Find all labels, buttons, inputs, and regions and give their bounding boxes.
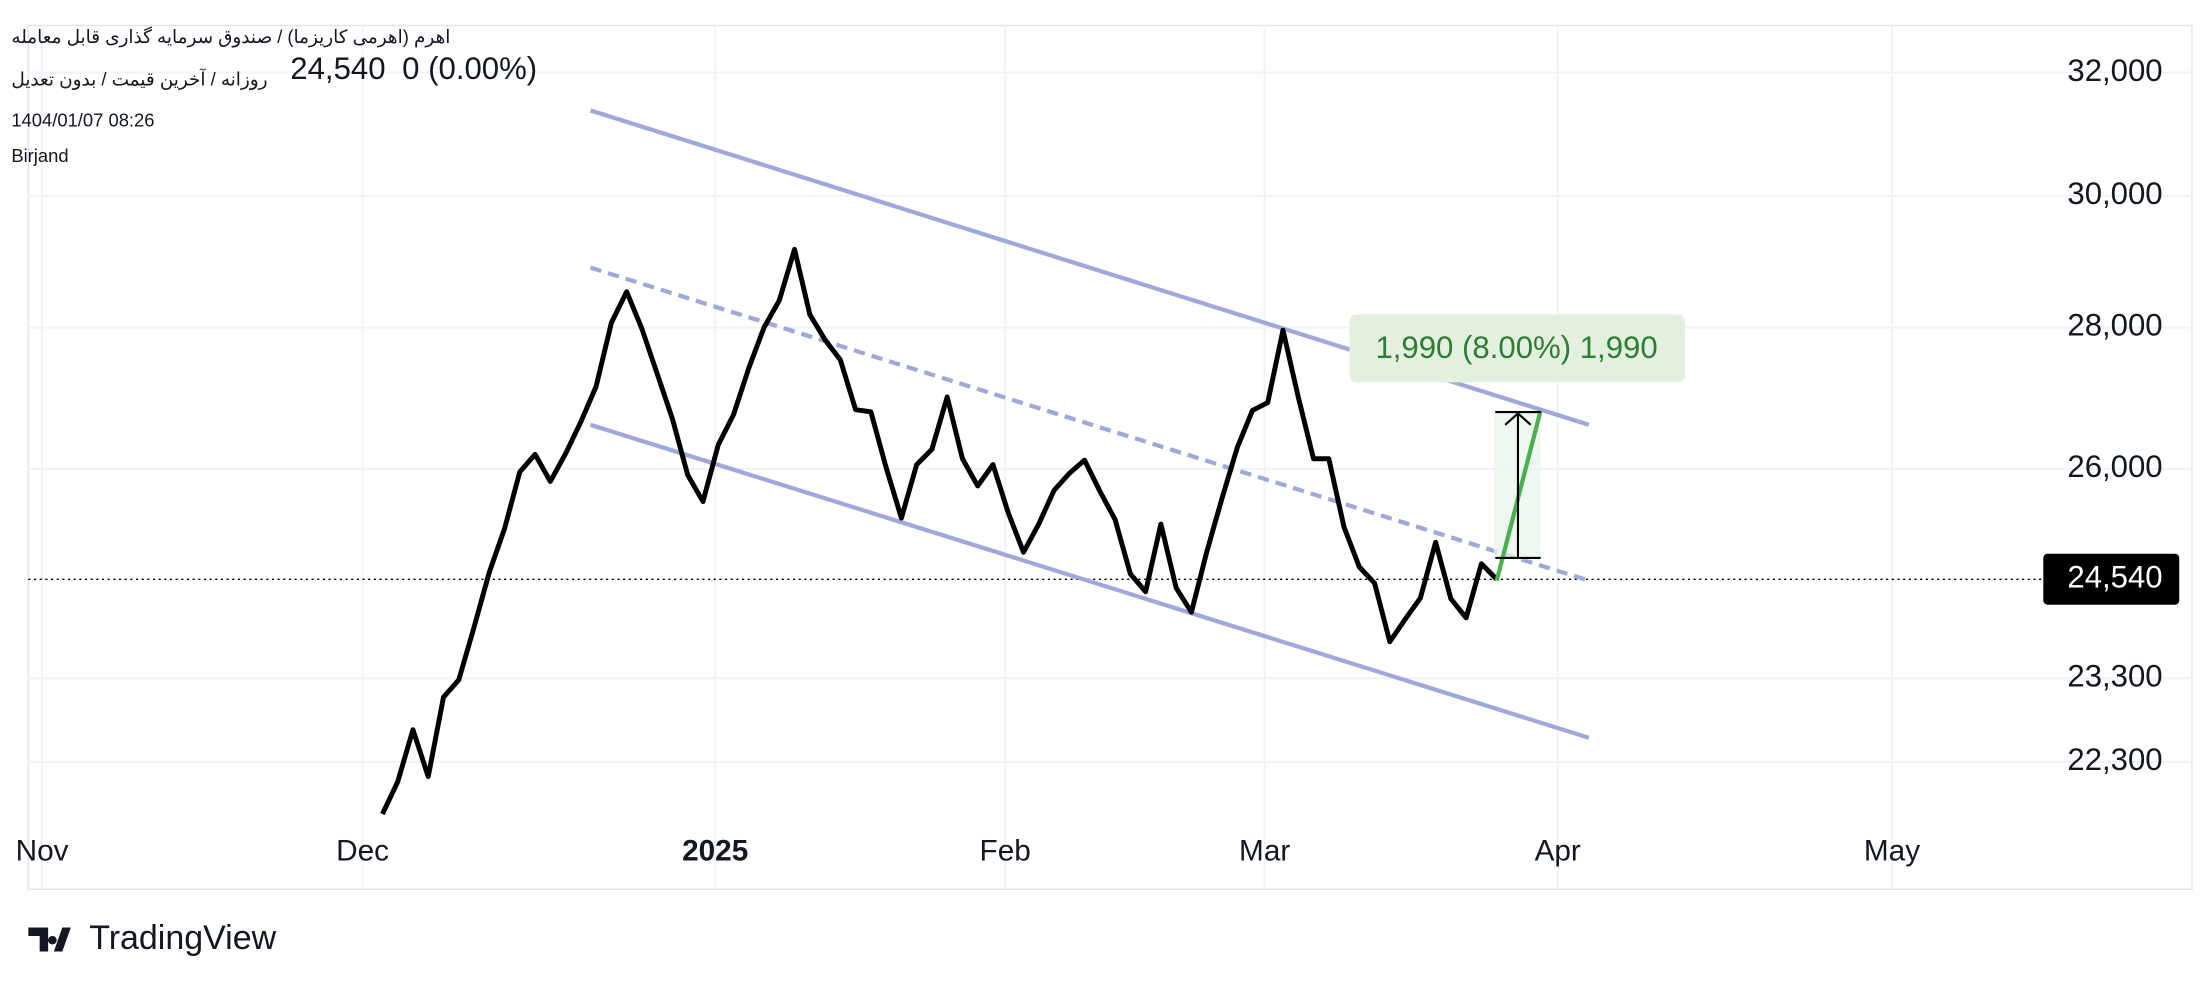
legend-price: 24,540: [290, 51, 385, 86]
price-line: [380, 246, 1499, 816]
channel-mid: [589, 265, 1590, 583]
x-tick-label: Nov: [16, 834, 69, 867]
y-tick-label: 30,000: [2067, 176, 2162, 211]
x-tick-label: Mar: [1239, 834, 1290, 867]
y-tick-label: 32,000: [2067, 53, 2162, 88]
x-tick-label: Dec: [336, 834, 389, 867]
channel-lower: [589, 422, 1590, 740]
measure-arrowhead: [1504, 412, 1532, 426]
subtitle: روزانه / آخرین قیمت / بدون تعدیل: [11, 69, 267, 91]
last-price-box: [2043, 553, 2180, 605]
x-tick-label: Feb: [980, 834, 1031, 867]
location: Birjand: [11, 145, 68, 166]
x-tick-label: May: [1864, 834, 1920, 867]
chart-frame: [27, 24, 2193, 890]
x-tick-label: 2025: [682, 834, 748, 867]
x-tick-label: Apr: [1535, 834, 1581, 867]
y-tick-label: 28,000: [2067, 308, 2162, 343]
y-tick-label: 23,300: [2067, 658, 2162, 693]
y-tick-label: 22,300: [2067, 742, 2162, 777]
measure-label: 1,990 (8.00%) 1,990: [1375, 330, 1657, 365]
legend-change: 0 (0.00%): [402, 51, 537, 86]
brand-logo: [28, 927, 71, 952]
measure-label-box: [1349, 314, 1686, 383]
y-tick-label: 26,000: [2067, 449, 2162, 484]
datetime: 1404/01/07 08:26: [11, 110, 154, 131]
symbol-title: اهرم (اهرمی کاریزما) / صندوق سرمایه گذار…: [11, 26, 450, 48]
brand: TradingView: [89, 919, 276, 957]
last-price-label: 24,540: [2067, 560, 2162, 595]
